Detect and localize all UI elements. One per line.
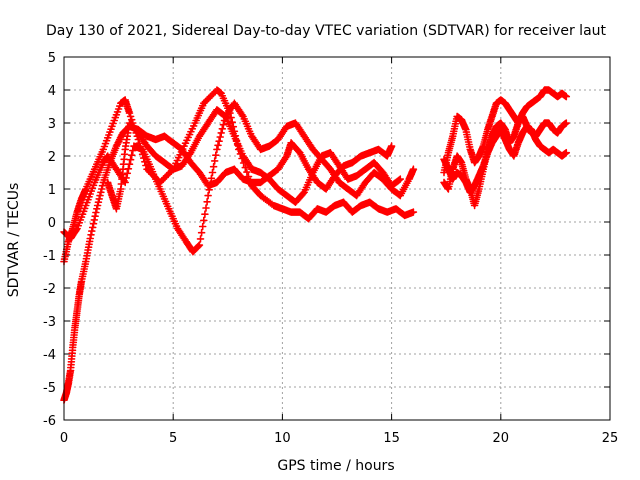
- axis-ticks: 0 5 10 15 20 25 -6 -5 -4 -3 -2 -1 0 1 2 3 4 5: [43, 51, 618, 446]
- y-tick-label: -3: [43, 315, 56, 330]
- y-tick-label: -6: [43, 414, 56, 429]
- y-axis-label: SDTVAR / TECUs: [6, 183, 22, 298]
- y-tick-label: 2: [48, 150, 56, 165]
- y-tick-label: -5: [43, 381, 56, 396]
- series-track-4: [103, 106, 405, 213]
- series-track-5: [440, 86, 571, 177]
- x-tick-label: 15: [383, 431, 400, 446]
- y-tick-label: 5: [48, 51, 56, 66]
- y-tick-label: -4: [43, 348, 56, 363]
- plot-frame: [63, 56, 611, 421]
- y-tick-label: -2: [43, 282, 56, 297]
- x-tick-label: 0: [60, 431, 68, 446]
- y-tick-label: 3: [48, 117, 56, 132]
- data-series: [60, 86, 571, 404]
- x-tick-label: 5: [169, 431, 177, 446]
- chart-title: Day 130 of 2021, Sidereal Day-to-day VTE…: [46, 23, 607, 39]
- x-tick-label: 10: [274, 431, 291, 446]
- grid-lines: [64, 57, 610, 420]
- y-tick-label: 4: [48, 84, 56, 99]
- y-tick-label: 1: [48, 183, 56, 198]
- x-tick-label: 20: [493, 431, 510, 446]
- series-track-7: [440, 112, 571, 210]
- x-axis-label: GPS time / hours: [277, 458, 394, 474]
- x-tick-label: 25: [602, 431, 619, 446]
- y-tick-label: -1: [43, 249, 56, 264]
- y-tick-label: 0: [48, 216, 56, 231]
